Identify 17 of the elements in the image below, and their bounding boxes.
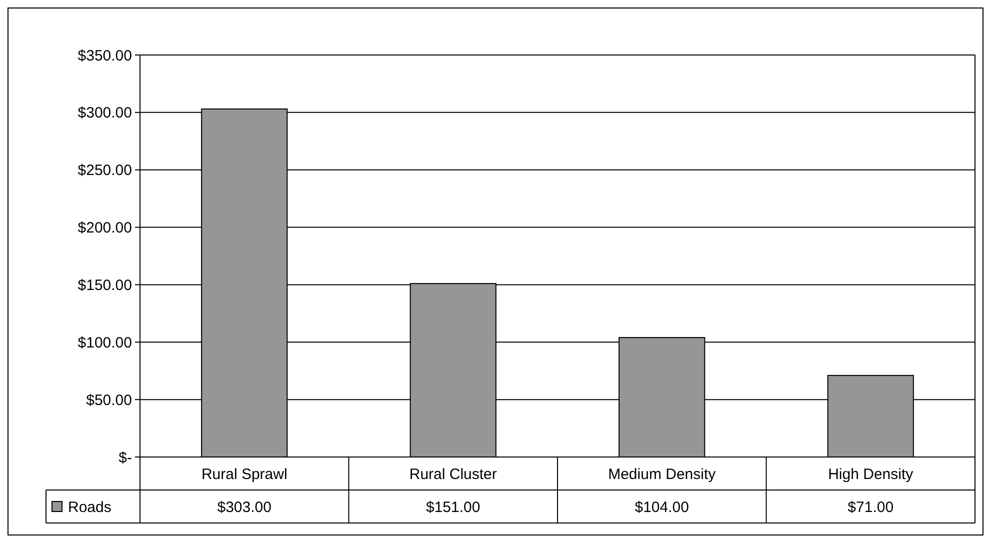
y-tick-label: $250.00 (78, 162, 132, 180)
x-tick-label: High Density (828, 466, 914, 483)
y-tick-label: $300.00 (78, 104, 132, 122)
data-label: $151.00 (426, 498, 480, 516)
y-tick-label: $100.00 (78, 334, 132, 352)
x-tick-label: Medium Density (608, 466, 716, 483)
y-tick-label: $200.00 (78, 220, 132, 237)
x-tick-label: Rural Sprawl (201, 466, 288, 483)
x-tick-label: Rural Cluster (409, 466, 497, 483)
legend-label: Roads (68, 498, 112, 516)
y-tick-label: $150.00 (78, 276, 132, 294)
data-label: $303.00 (217, 498, 272, 516)
y-tick-label: $350.00 (78, 47, 132, 64)
data-label: $104.00 (634, 498, 689, 516)
y-tick-label: $- (118, 449, 132, 466)
y-tick-label: $50.00 (86, 392, 132, 409)
data-label: $71.00 (848, 498, 894, 516)
